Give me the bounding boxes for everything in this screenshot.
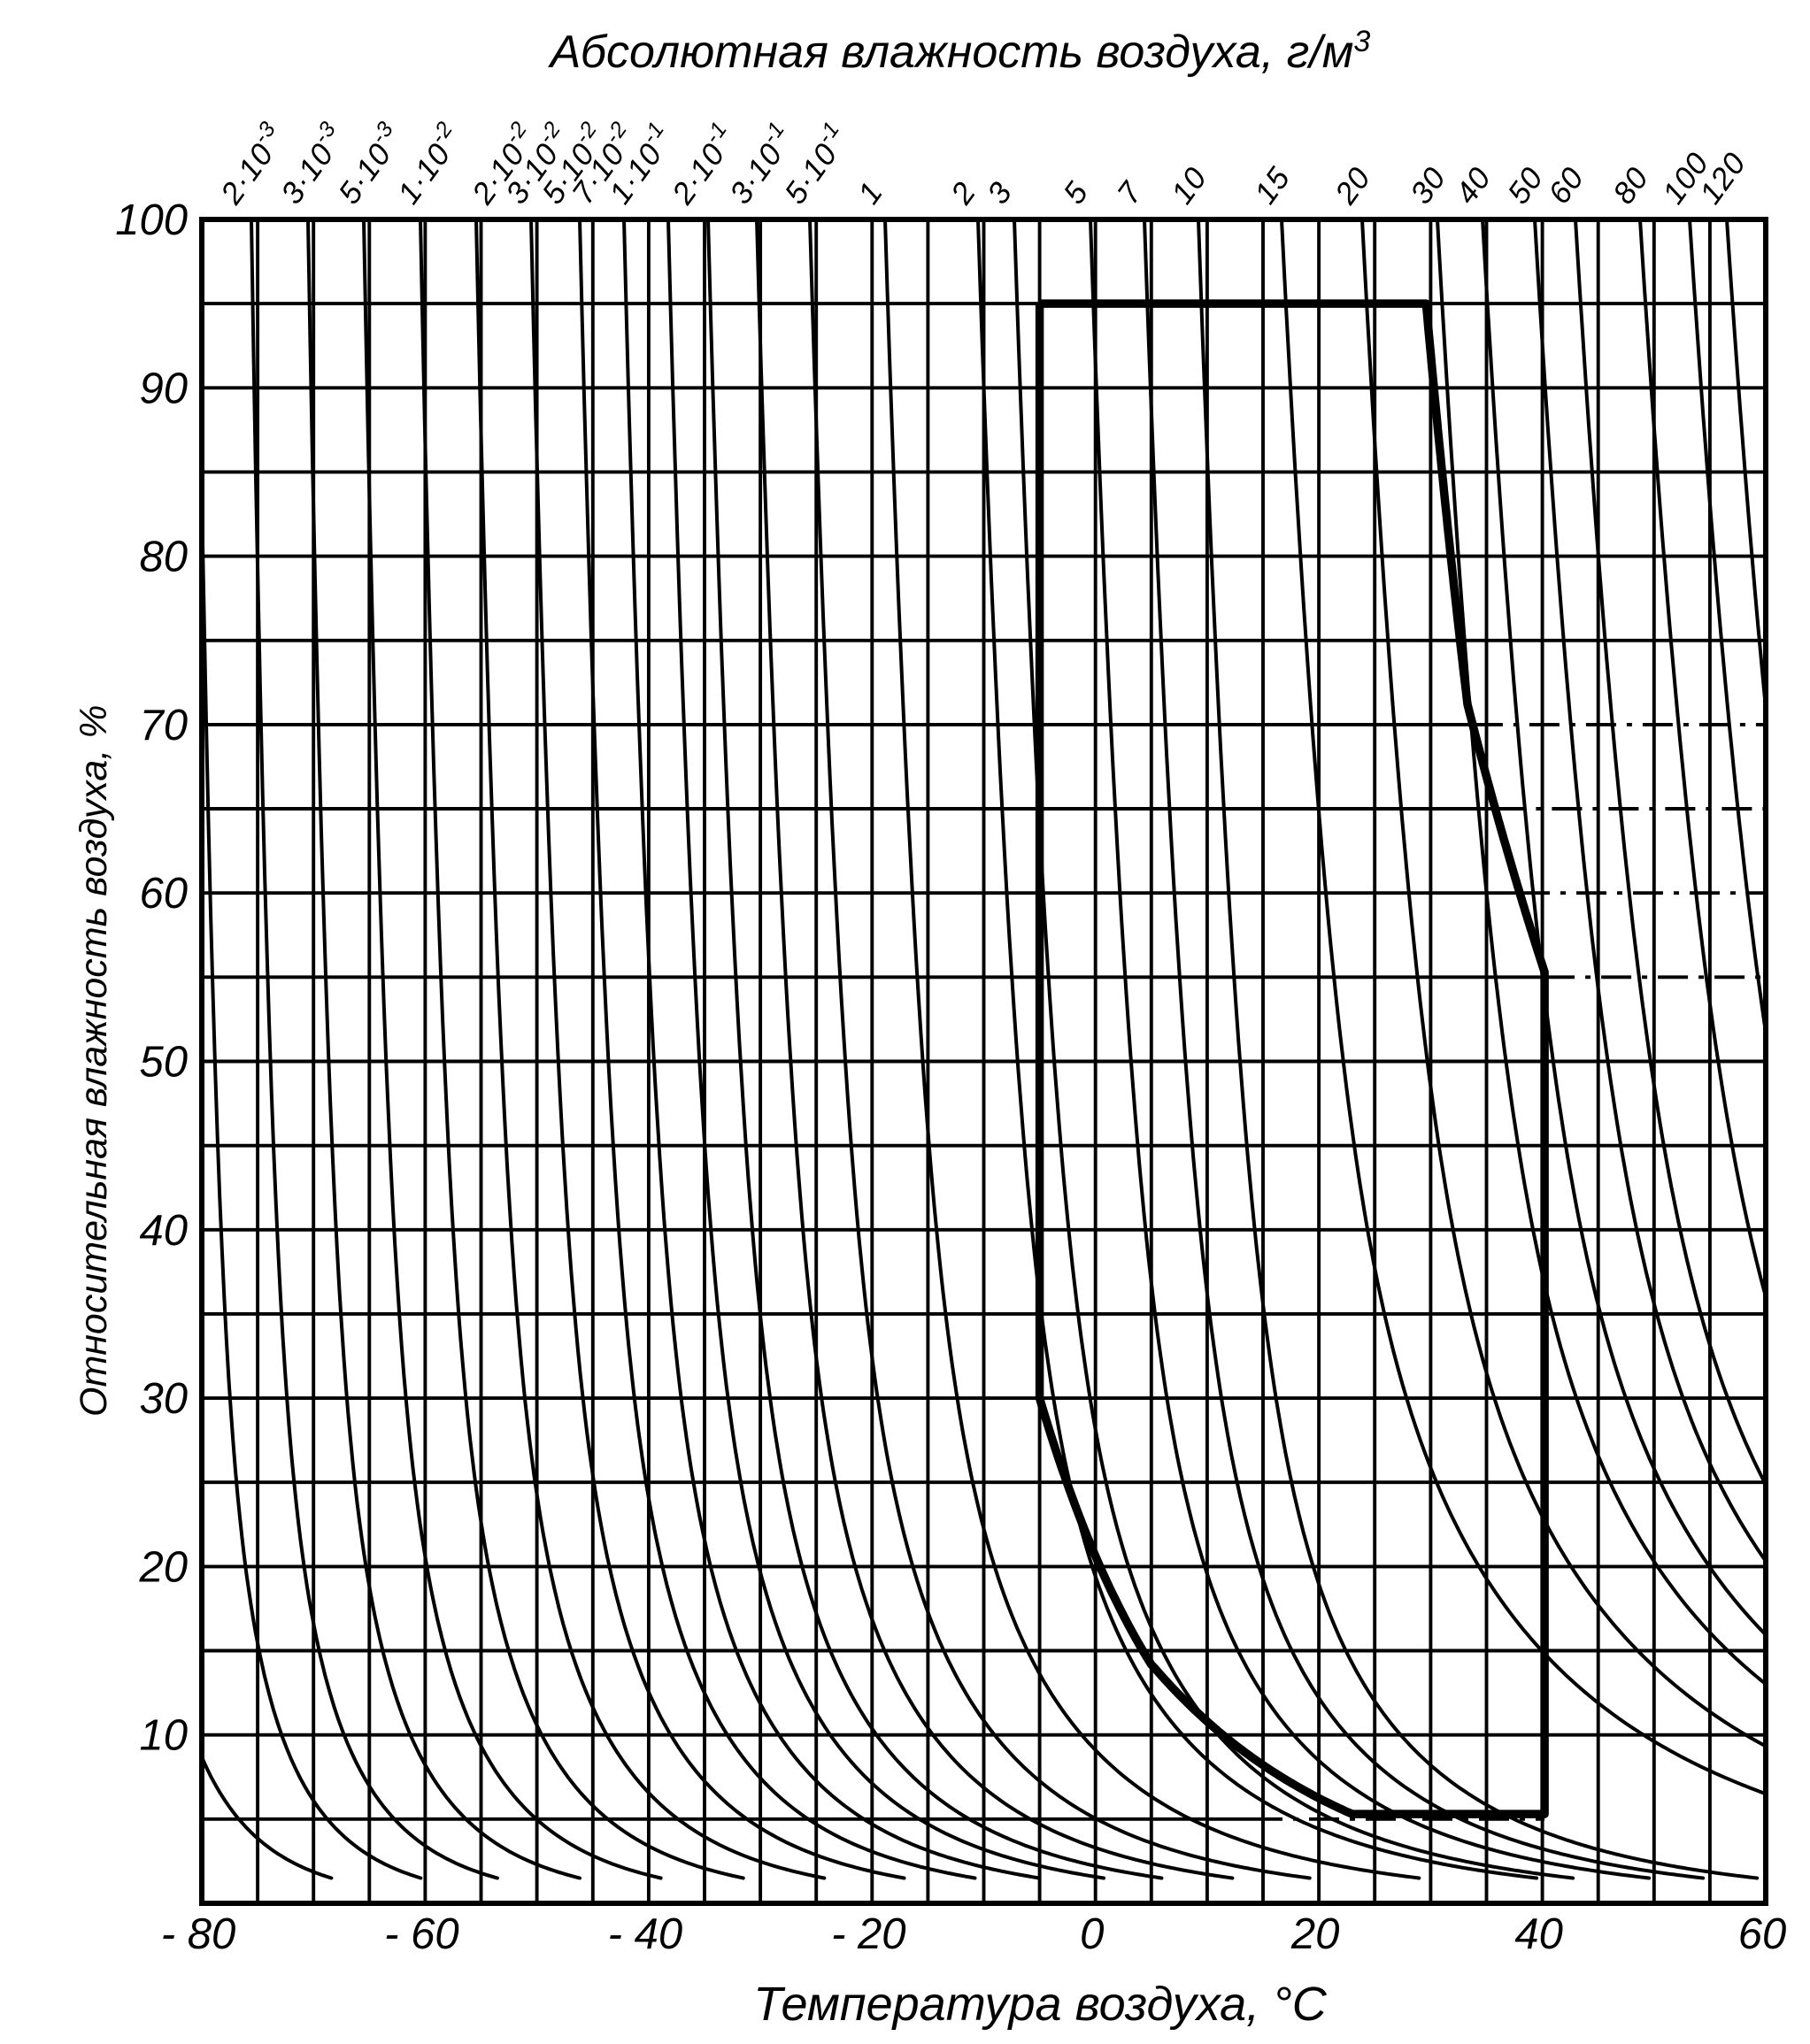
svg-text:20: 20 [1290,1910,1340,1958]
svg-text:40: 40 [1514,1910,1563,1958]
svg-text:40: 40 [139,1207,188,1255]
svg-text:- 20: - 20 [831,1910,905,1958]
svg-text:10: 10 [139,1712,188,1760]
svg-text:Относительная влажность воздух: Относительная влажность воздуха, % [73,705,115,1417]
svg-text:80: 80 [139,534,188,581]
svg-text:50: 50 [139,1039,188,1087]
svg-text:60: 60 [139,870,188,918]
svg-text:70: 70 [139,702,188,749]
svg-text:- 80: - 80 [161,1910,235,1958]
svg-text:90: 90 [139,365,188,412]
svg-text:0: 0 [1080,1910,1104,1958]
svg-text:20: 20 [138,1543,188,1591]
svg-text:30: 30 [139,1375,188,1423]
svg-text:- 40: - 40 [608,1910,682,1958]
svg-text:- 60: - 60 [384,1910,458,1958]
svg-text:60: 60 [1738,1910,1787,1958]
svg-text:Абсолютная влажность воздуха,: Абсолютная влажность воздуха, г/м3 [548,25,1371,78]
svg-text:Температура воздуха, °С: Температура воздуха, °С [753,1978,1328,2031]
svg-text:100: 100 [115,196,188,244]
